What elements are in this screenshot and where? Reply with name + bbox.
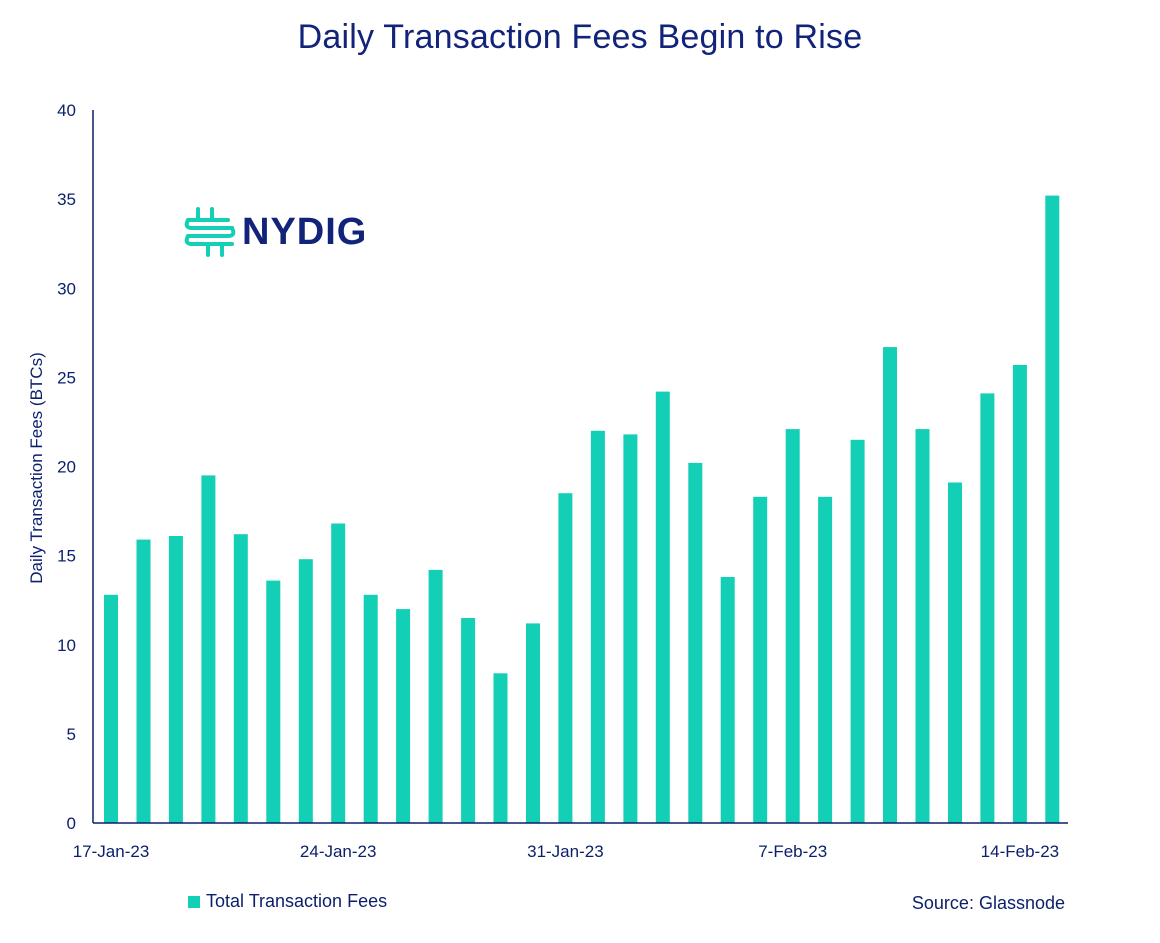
bar	[168, 536, 183, 823]
bar	[396, 609, 411, 823]
nydig-logo: NYDIG	[184, 206, 367, 258]
y-tick-label: 30	[57, 279, 76, 298]
bar	[720, 577, 735, 823]
nydig-mark-icon	[184, 207, 236, 257]
bar	[526, 623, 540, 823]
y-tick-label: 15	[57, 547, 76, 566]
bar	[948, 482, 962, 823]
bar	[363, 594, 378, 823]
bar	[233, 534, 248, 823]
bar	[915, 429, 930, 823]
bar	[558, 493, 573, 823]
bar	[331, 523, 346, 823]
legend-swatch	[188, 895, 200, 908]
bar	[623, 434, 638, 823]
x-tick-label: 7-Feb-23	[758, 842, 827, 861]
axes-layer: 0 5 10 15 20 25 30 35 40 17-Jan-23 24-Jan-23 31-Jan…	[57, 101, 1068, 861]
bar	[753, 496, 768, 823]
bar	[655, 391, 670, 823]
x-tick-label: 14-Feb-23	[981, 842, 1059, 861]
bar	[461, 618, 476, 823]
y-tick-label: 40	[57, 101, 76, 120]
y-tick-label: 5	[67, 725, 76, 744]
legend: Total Transaction Fees	[188, 891, 387, 912]
y-tick-label: 10	[57, 636, 76, 655]
bar	[590, 430, 605, 823]
bar	[428, 569, 443, 823]
y-axis-title: Daily Transaction Fees (BTCs)	[27, 352, 46, 583]
bar	[266, 580, 281, 823]
bar	[850, 439, 865, 823]
bar	[980, 393, 995, 823]
bar	[298, 559, 313, 823]
y-tick-label: 20	[57, 458, 76, 477]
bar	[136, 539, 151, 823]
x-tick-label: 24-Jan-23	[300, 842, 377, 861]
logo-text: NYDIG	[242, 210, 368, 253]
y-tick-label: 25	[57, 368, 76, 387]
source-note: Source: Glassnode	[911, 893, 1065, 913]
bar	[785, 429, 800, 823]
bar	[883, 347, 897, 823]
bar	[818, 496, 833, 823]
bar	[104, 594, 118, 823]
bar	[201, 475, 216, 823]
y-tick-label: 35	[57, 190, 76, 209]
x-tick-label: 31-Jan-23	[527, 842, 604, 861]
legend-label: Total Transaction Fees	[206, 891, 388, 911]
chart-title: Daily Transaction Fees Begin to Rise	[297, 18, 863, 56]
bar	[493, 673, 508, 823]
x-tick-label: 17-Jan-23	[73, 842, 150, 861]
y-tick-label: 0	[67, 814, 76, 833]
bar	[688, 462, 703, 823]
bars-layer	[104, 195, 1060, 824]
bar	[1045, 195, 1060, 824]
bar	[1012, 364, 1027, 823]
